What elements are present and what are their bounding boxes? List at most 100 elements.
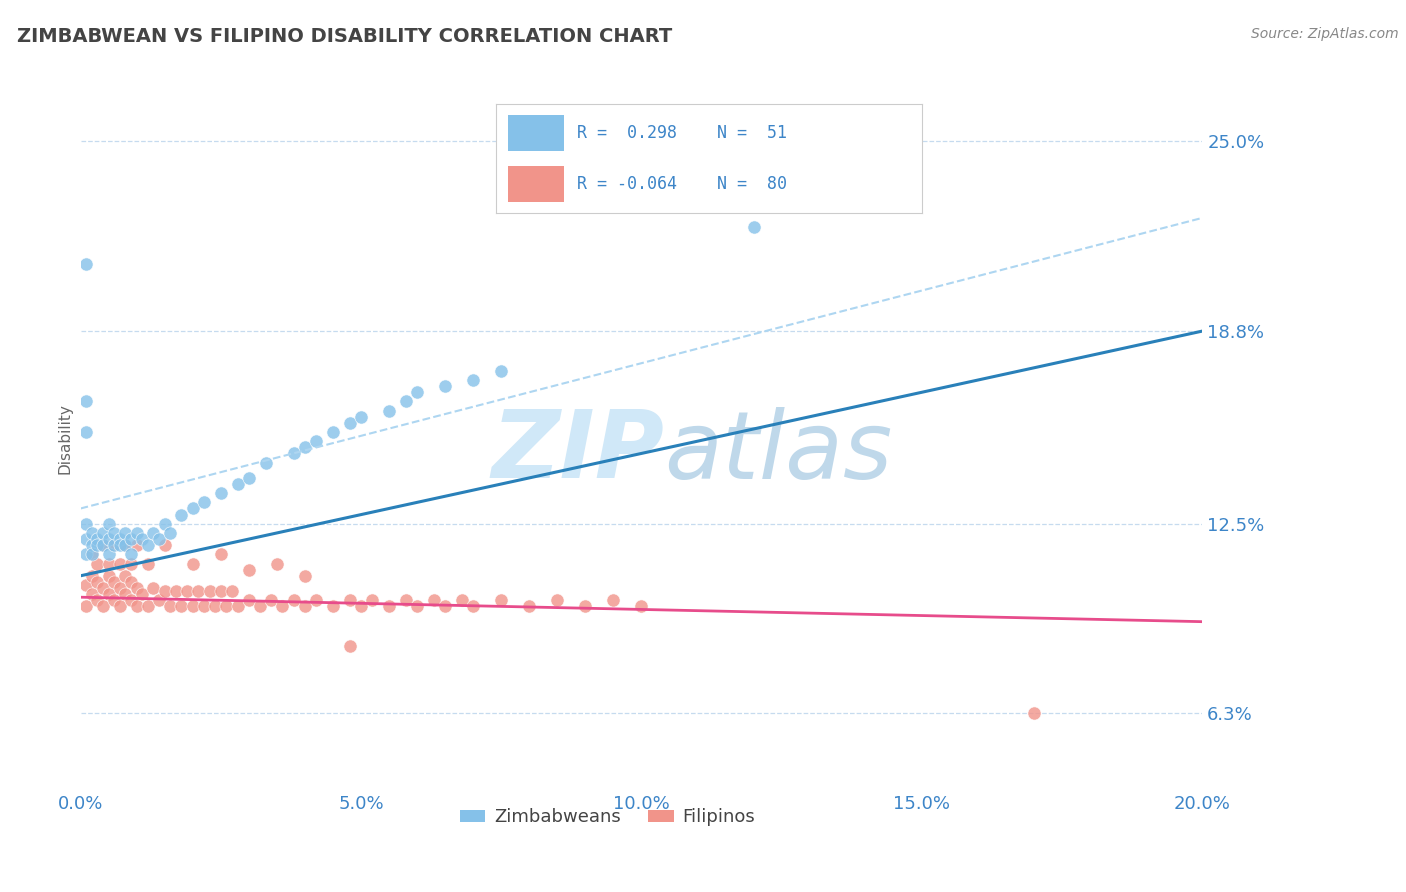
Point (339, 416, 361, 430)
Point (406, 385, 429, 400)
Point (350, 599, 373, 614)
Point (546, 593, 568, 607)
Point (153, 538, 176, 552)
Point (114, 538, 136, 552)
Point (131, 532, 153, 546)
Point (86, 557, 108, 571)
Point (91, 599, 114, 614)
Point (395, 394, 418, 409)
Point (103, 538, 125, 552)
Point (339, 593, 361, 607)
Point (238, 593, 260, 607)
Point (120, 557, 142, 571)
Point (80, 547, 103, 561)
Point (630, 599, 652, 614)
Point (148, 532, 170, 546)
Point (254, 456, 277, 470)
Point (108, 532, 131, 546)
Point (75, 547, 97, 561)
Point (80, 525, 103, 540)
Point (97, 547, 120, 561)
Point (80, 587, 103, 601)
Point (131, 587, 153, 601)
Point (75, 578, 97, 592)
Point (209, 547, 232, 561)
Point (489, 364, 512, 378)
Point (1022, 706, 1045, 721)
Point (602, 593, 624, 607)
Point (108, 538, 131, 552)
Point (97, 557, 120, 571)
Point (125, 581, 148, 595)
Point (260, 593, 283, 607)
Point (305, 593, 328, 607)
Point (226, 477, 249, 491)
Point (361, 593, 384, 607)
Point (271, 599, 294, 614)
Point (80, 538, 103, 552)
Point (165, 584, 187, 599)
Point (97, 569, 120, 583)
Point (423, 593, 446, 607)
Point (204, 599, 226, 614)
Point (86, 532, 108, 546)
Point (170, 508, 193, 522)
Y-axis label: Disability: Disability (58, 402, 72, 474)
Legend: Zimbabweans, Filipinos: Zimbabweans, Filipinos (453, 801, 762, 834)
Point (159, 525, 181, 540)
Point (120, 547, 142, 561)
Point (451, 593, 474, 607)
Point (75, 425, 97, 439)
Point (114, 538, 136, 552)
Point (187, 584, 209, 599)
Point (125, 538, 148, 552)
Point (114, 569, 136, 583)
Point (114, 525, 136, 540)
Point (434, 379, 457, 393)
Point (75, 532, 97, 546)
Point (322, 599, 344, 614)
Point (103, 525, 125, 540)
Point (86, 574, 108, 589)
Point (75, 394, 97, 409)
Point (463, 599, 485, 614)
Point (86, 538, 108, 552)
Point (153, 516, 176, 531)
Point (97, 516, 120, 531)
Point (489, 593, 512, 607)
Point (181, 557, 204, 571)
Point (75, 599, 97, 614)
Point (80, 547, 103, 561)
Point (209, 486, 232, 500)
Point (294, 599, 316, 614)
Point (742, 220, 765, 235)
Point (148, 593, 170, 607)
Point (170, 599, 193, 614)
Point (108, 581, 131, 595)
Point (125, 599, 148, 614)
Point (181, 599, 204, 614)
Point (339, 639, 361, 653)
Point (159, 599, 181, 614)
Point (226, 599, 249, 614)
Point (294, 569, 316, 583)
Point (215, 599, 238, 614)
Point (91, 538, 114, 552)
Point (305, 434, 328, 449)
Point (120, 593, 142, 607)
Point (103, 593, 125, 607)
Point (80, 569, 103, 583)
Point (434, 599, 457, 614)
Point (517, 599, 540, 614)
Point (120, 532, 142, 546)
Point (114, 587, 136, 601)
Point (125, 525, 148, 540)
Point (136, 599, 159, 614)
Point (120, 574, 142, 589)
Point (142, 581, 165, 595)
Text: ZIMBABWEAN VS FILIPINO DISABILITY CORRELATION CHART: ZIMBABWEAN VS FILIPINO DISABILITY CORREL… (17, 27, 672, 45)
Point (153, 584, 176, 599)
Point (266, 557, 288, 571)
Point (136, 538, 159, 552)
Point (108, 557, 131, 571)
